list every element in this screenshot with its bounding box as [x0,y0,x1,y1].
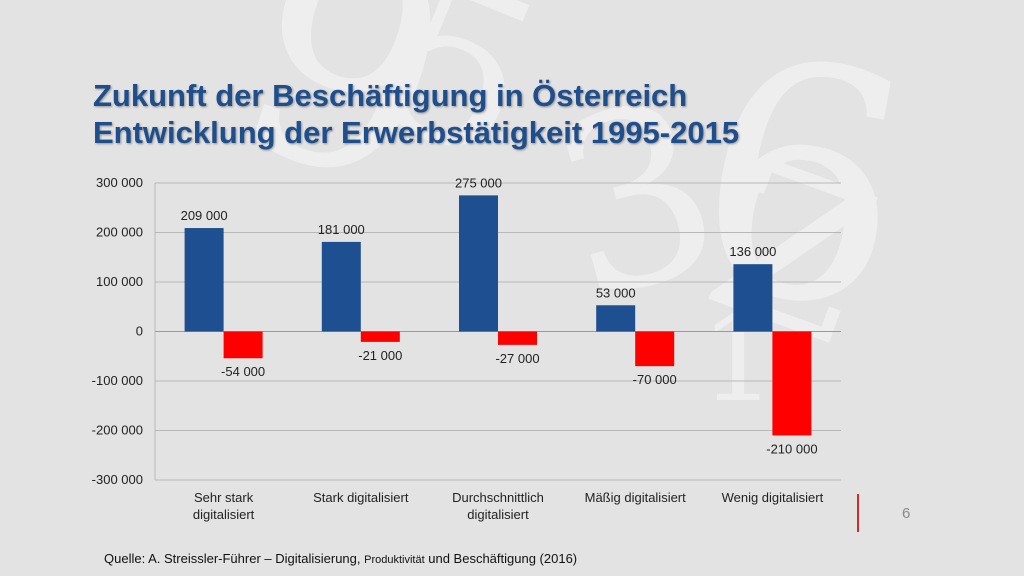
x-tick-label: Wenig digitalisiert [722,490,824,505]
bar-positive [596,305,636,332]
data-label: -27 000 [495,351,539,366]
accent-divider [857,494,859,532]
y-tick-label: -100 000 [92,373,143,388]
y-tick-label: 300 000 [96,175,143,190]
x-tick-label: digitalisiert [193,507,255,522]
x-tick-label: Durchschnittlich [452,490,544,505]
x-tick-label: Mäßig digitalisiert [585,490,687,505]
source-text-small: Produktivität [364,554,425,566]
bar-positive [733,264,773,332]
bar-negative [223,331,263,359]
data-label: 275 000 [455,175,502,190]
bar-negative [498,331,537,345]
data-label: -70 000 [633,372,677,387]
source-note: Quelle: A. Streissler-Führer – Digitalis… [104,551,577,566]
x-tick-label: Sehr stark [194,490,254,505]
slide-subtitle: Entwicklung der Erwerbstätigkeit 1995-20… [93,115,740,150]
y-tick-label: -300 000 [92,472,143,487]
bar-positive [184,228,224,332]
data-label: 136 000 [729,244,776,259]
slide-title: Zukunft der Beschäftigung in Österreich [93,78,688,113]
slide-number: 6 [902,505,911,522]
y-tick-label: 100 000 [96,274,143,289]
data-label: -54 000 [221,364,265,379]
bar-positive [459,195,498,332]
x-tick-label: digitalisiert [467,507,529,522]
bar-positive [321,241,361,332]
x-tick-label: Stark digitalisiert [313,490,409,505]
y-tick-label: 200 000 [96,225,143,240]
data-label: 181 000 [318,222,365,237]
data-label: -210 000 [766,441,817,456]
data-label: -21 000 [358,348,402,363]
bar-negative [635,331,675,367]
source-text-end: und Beschäftigung (2016) [424,551,578,566]
y-tick-label: 0 [136,324,143,339]
bar-negative [360,331,400,342]
source-text: Quelle: A. Streissler-Führer – Digitalis… [104,551,365,566]
data-label: 209 000 [181,208,228,223]
y-tick-label: -200 000 [92,423,143,438]
data-label: 53 000 [596,285,636,300]
bar-negative [772,331,812,436]
